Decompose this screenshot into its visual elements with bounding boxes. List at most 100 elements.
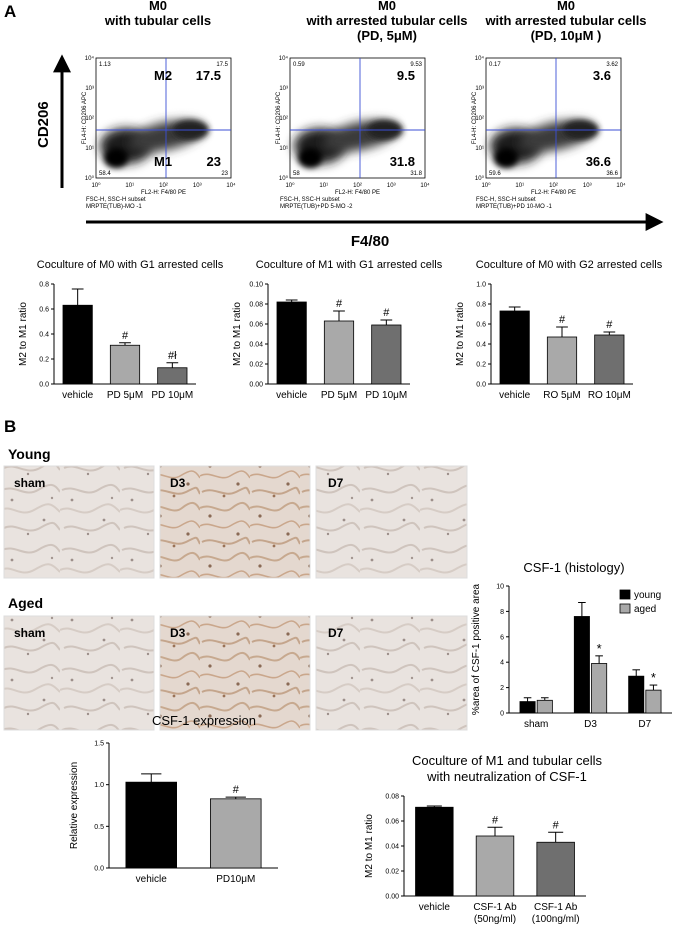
quadrant-stat-br: 31.8 bbox=[410, 171, 422, 177]
bar bbox=[276, 301, 307, 385]
significance-mark: # bbox=[606, 319, 613, 331]
flow-x-tick: 10⁴ bbox=[420, 182, 430, 189]
f480-axis-label: F4/80 bbox=[351, 233, 389, 250]
chart-csf1-expression: CSF-1 expression 0.0 0.5 1.0 1.5 Relative exp… bbox=[69, 713, 278, 885]
y-tick-label: 0.5 bbox=[94, 824, 104, 831]
significance-mark: #ł bbox=[168, 350, 177, 362]
m2-percentage: 17.5 bbox=[196, 68, 221, 83]
x-tick-label: CSF-1 Ab bbox=[473, 902, 517, 913]
flow-x-tick: 10² bbox=[159, 183, 168, 189]
flow-x-tick: 10¹ bbox=[515, 183, 524, 189]
flow-x-tick: 10⁴ bbox=[226, 182, 236, 189]
y-tick-label: 0.4 bbox=[476, 342, 486, 349]
flow-caption: MRPTE(TUB)-MO -1 bbox=[86, 204, 142, 210]
y-tick-label: 0.0 bbox=[94, 866, 104, 873]
y-tick-label: 1.0 bbox=[94, 782, 104, 789]
flow-y-tick: 10⁰ bbox=[475, 175, 485, 182]
y-tick-label: 1.0 bbox=[476, 282, 486, 289]
quadrant-stat-tr: 3.62 bbox=[606, 62, 618, 68]
quadrant-stat-tr: 9.53 bbox=[410, 62, 422, 68]
svg-text:D3: D3 bbox=[170, 626, 186, 640]
y-tick-label: 0.8 bbox=[476, 302, 486, 309]
y-tick-label: 0.08 bbox=[249, 302, 263, 309]
quadrant-stat-br: 23 bbox=[221, 171, 228, 177]
flow-caption: FSC-H, SSC-H subset bbox=[476, 197, 536, 203]
chart-title: Coculture of M0 with G1 arrested cells bbox=[37, 259, 224, 271]
bar bbox=[157, 367, 188, 385]
panel-label-b: B bbox=[4, 417, 16, 436]
svg-text:D7: D7 bbox=[328, 476, 344, 490]
chart-title: Coculture of M1 with G1 arrested cells bbox=[256, 259, 443, 271]
y-tick-label: 0 bbox=[500, 711, 504, 718]
bar-aged bbox=[591, 663, 608, 714]
x-tick-label: vehicle bbox=[276, 390, 308, 401]
chart-title: CSF-1 expression bbox=[152, 713, 256, 728]
flow-x-tick: 10³ bbox=[387, 183, 396, 189]
flow-panel-title: (PD, 10μM ) bbox=[531, 28, 602, 43]
histology-image-aged-d3: D3 bbox=[159, 615, 311, 731]
chart-csf1-histology: CSF-1 (histology) 0 2 4 6 8 10 %area of CSF-1 p… bbox=[471, 560, 672, 730]
flow-caption: FSC-H, SSC-H subset bbox=[86, 197, 146, 203]
chart-title: with neutralization of CSF-1 bbox=[426, 769, 587, 784]
y-tick-label: 0.04 bbox=[385, 844, 399, 851]
m1-percentage: 23 bbox=[207, 154, 221, 169]
y-tick-label: 0.0 bbox=[476, 382, 486, 389]
quadrant-stat-bl: 58 bbox=[293, 171, 300, 177]
y-tick-label: 0.04 bbox=[249, 342, 263, 349]
flow-y-tick: 10⁴ bbox=[475, 55, 485, 62]
x-tick-label: RO 10μM bbox=[588, 390, 631, 401]
svg-text:sham: sham bbox=[14, 626, 45, 640]
legend-label: young bbox=[634, 590, 661, 601]
flow-y-tick: 10² bbox=[279, 116, 288, 122]
bar bbox=[371, 324, 402, 385]
histology-image-young-sham: sham bbox=[3, 465, 155, 579]
legend-swatch bbox=[619, 589, 631, 600]
y-tick-label: 1.5 bbox=[94, 741, 104, 748]
legend-label: aged bbox=[634, 604, 656, 615]
x-tick-label: RO 5μM bbox=[543, 390, 580, 401]
flow-panel-title: with tubular cells bbox=[104, 13, 211, 28]
bar bbox=[125, 781, 178, 869]
quadrant-stat-br: 36.6 bbox=[606, 171, 618, 177]
y-tick-label: 0.0 bbox=[39, 382, 49, 389]
bar bbox=[209, 798, 262, 869]
significance-mark: # bbox=[383, 307, 390, 319]
flow-x-axis-text: FL2-H: F4/80 PE bbox=[335, 190, 380, 196]
group-label-aged: Aged bbox=[8, 595, 43, 611]
chart-title: Coculture of M0 with G2 arrested cells bbox=[476, 259, 663, 271]
significance-mark: # bbox=[559, 314, 566, 326]
y-tick-label: 0.00 bbox=[249, 382, 263, 389]
bar bbox=[536, 841, 575, 897]
y-tick-label: 0.08 bbox=[385, 794, 399, 801]
chart-title: CSF-1 (histology) bbox=[523, 560, 624, 575]
y-tick-label: 0.02 bbox=[249, 362, 263, 369]
y-tick-label: 6 bbox=[500, 634, 504, 641]
bar bbox=[546, 336, 578, 385]
flow-panel-title: M0 bbox=[149, 0, 167, 13]
bar bbox=[323, 320, 355, 385]
x-tick-label: (100ng/ml) bbox=[532, 914, 580, 925]
flow-y-axis-text: FL4-H: CD206 APC bbox=[82, 91, 88, 144]
m1-percentage: 36.6 bbox=[586, 154, 611, 169]
y-axis-label: Relative expression bbox=[69, 762, 80, 849]
histology-image-young-d7: D7 bbox=[315, 465, 468, 579]
flow-y-tick: 10³ bbox=[279, 86, 288, 92]
cd206-axis-label: CD206 bbox=[35, 101, 52, 148]
y-axis-label: M2 to M1 ratio bbox=[232, 302, 243, 366]
flow-x-axis-text: FL2-H: F4/80 PE bbox=[531, 190, 576, 196]
quadrant-stat-bl: 58.4 bbox=[99, 171, 111, 177]
flow-x-tick: 10⁰ bbox=[481, 182, 491, 189]
density-cloud bbox=[490, 120, 599, 168]
svg-text:D7: D7 bbox=[328, 626, 344, 640]
m1-quadrant-label: M1 bbox=[154, 154, 172, 169]
flow-panel-title: (PD, 5μM) bbox=[357, 28, 417, 43]
significance-mark: # bbox=[553, 819, 560, 831]
y-tick-label: 2 bbox=[500, 685, 504, 692]
m1-percentage: 31.8 bbox=[390, 154, 415, 169]
bar bbox=[499, 310, 530, 385]
y-tick-label: 0.06 bbox=[385, 819, 399, 826]
bar bbox=[594, 334, 625, 385]
significance-mark: # bbox=[492, 814, 499, 826]
